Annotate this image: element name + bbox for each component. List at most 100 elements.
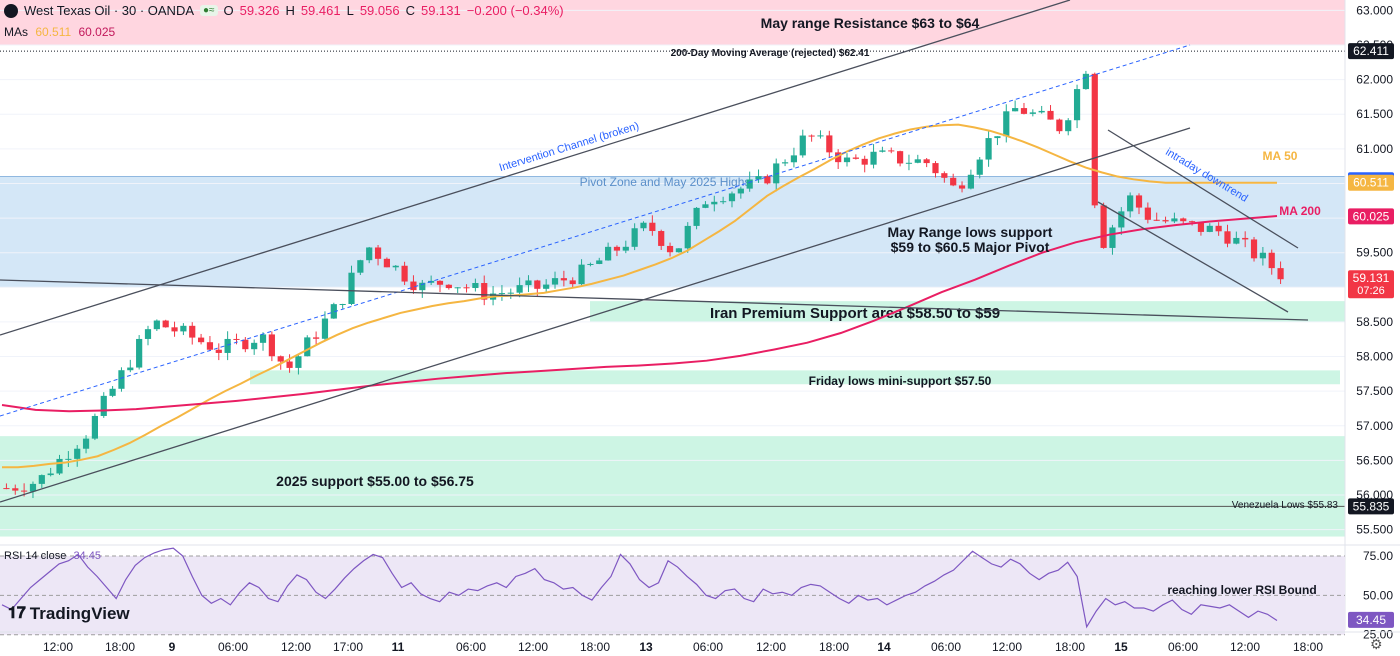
candle-body <box>905 162 913 164</box>
candle-body <box>436 280 444 285</box>
candle-body <box>799 135 806 156</box>
price-tick-label: 63.000 <box>1356 3 1393 17</box>
time-tick-label: 18:00 <box>1055 640 1085 654</box>
candle-body <box>684 225 691 249</box>
price-tick-label: 61.500 <box>1356 107 1393 121</box>
candle-body <box>206 342 214 350</box>
candle-body <box>1091 73 1098 206</box>
candle-body <box>330 304 337 319</box>
price-tick-label: 55.500 <box>1356 523 1393 537</box>
candle-body <box>472 283 479 289</box>
candle-body <box>773 163 780 184</box>
candle-body <box>1268 252 1275 269</box>
candle-body <box>1056 119 1063 132</box>
tradingview-mark-icon: 𝟏𝟕 <box>8 605 26 622</box>
candle-body <box>693 207 700 226</box>
candle-body <box>1277 268 1284 280</box>
candle-body <box>215 349 222 353</box>
rsi-tag <box>1348 611 1394 628</box>
candle-body <box>728 193 736 202</box>
candle-body <box>171 327 178 332</box>
candle-body <box>109 388 116 396</box>
candle-body <box>383 258 390 268</box>
time-tick-label: 14 <box>877 640 891 654</box>
candle-body <box>12 488 19 491</box>
candle-body <box>339 303 346 305</box>
candle-body <box>392 265 399 268</box>
time-tick-label: 18:00 <box>105 640 135 654</box>
candle-body <box>923 159 930 164</box>
time-tick-label: 12:00 <box>43 640 73 654</box>
symbol-title[interactable]: West Texas Oil · 30 · OANDA <box>24 3 195 18</box>
candle-body <box>321 318 329 339</box>
candle-body <box>3 488 10 490</box>
candle-body <box>242 339 249 350</box>
gear-icon[interactable]: ⚙ <box>1370 636 1383 652</box>
brand-name: TradingView <box>29 604 130 623</box>
time-tick-label: 18:00 <box>819 640 849 654</box>
candle-body <box>879 150 886 152</box>
candle-body <box>197 337 205 343</box>
label-ma50: MA 50 <box>1263 149 1298 163</box>
time-tick-label: 12:00 <box>992 640 1022 654</box>
candle-body <box>366 247 373 261</box>
zone-3 <box>250 370 1340 385</box>
candle-body <box>1029 112 1036 114</box>
low-value: 59.056 <box>359 3 400 18</box>
candle-body <box>233 338 240 340</box>
candle-body <box>1003 111 1010 137</box>
time-tick-label: 13 <box>639 640 653 654</box>
candle-body <box>1153 219 1160 221</box>
candle-body <box>1100 205 1107 248</box>
candle-body <box>136 338 143 368</box>
annotation-may-range-1: May Range lows support <box>888 224 1053 240</box>
candle-body <box>277 356 284 362</box>
candle-body <box>1065 120 1072 132</box>
rsi-annotation: reaching lower RSI Bound <box>1167 583 1316 597</box>
candle-body <box>401 265 408 282</box>
candle-body <box>578 264 585 285</box>
rsi-line <box>1 547 1278 629</box>
candle-body <box>764 176 771 184</box>
candle-body <box>737 188 744 194</box>
market-status-icon[interactable]: ●≈ <box>200 5 218 16</box>
rsi-label: RSI 14 close <box>4 550 67 562</box>
candle-body <box>985 138 992 160</box>
candle-body <box>932 163 939 174</box>
candle-body <box>551 278 559 285</box>
zone-4 <box>0 436 1345 537</box>
candle-body <box>224 338 231 353</box>
candle-body <box>675 248 682 253</box>
price-tick-label: 62.000 <box>1356 73 1393 87</box>
price-tag-label: 60.511 <box>1353 176 1389 190</box>
candle-body <box>852 157 859 159</box>
candle-body <box>1206 225 1213 232</box>
time-tick-label: 06:00 <box>1168 640 1198 654</box>
time-tick-label: 12:00 <box>518 640 548 654</box>
candle-body <box>304 337 311 357</box>
candle-body <box>65 458 72 460</box>
rsi-legend[interactable]: RSI 14 close 34.45 <box>4 550 101 562</box>
candle-body <box>74 448 81 459</box>
candle-body <box>180 325 187 332</box>
candle-body <box>189 325 196 338</box>
candle-body <box>605 246 612 261</box>
rsi-level-label: 75.00 <box>1363 549 1393 563</box>
candle-body <box>38 475 45 484</box>
annotation-venezuela: Venezuela Lows $55.83 <box>1232 500 1339 511</box>
candle-body <box>419 282 426 291</box>
candle-body <box>516 285 523 293</box>
candle-body <box>569 280 576 285</box>
candle-body <box>622 246 629 251</box>
channel-upper-line <box>0 0 1071 336</box>
high-label: H <box>285 3 295 18</box>
candle-body <box>835 152 842 163</box>
candle-body <box>153 320 160 330</box>
time-tick-label: 06:00 <box>218 640 248 654</box>
mas-legend[interactable]: MAs 60.511 60.025 <box>4 25 115 39</box>
candle-body <box>454 287 461 289</box>
ma50-value: 60.511 <box>35 25 72 39</box>
candle-body <box>100 395 107 416</box>
close-label: C <box>405 3 415 18</box>
